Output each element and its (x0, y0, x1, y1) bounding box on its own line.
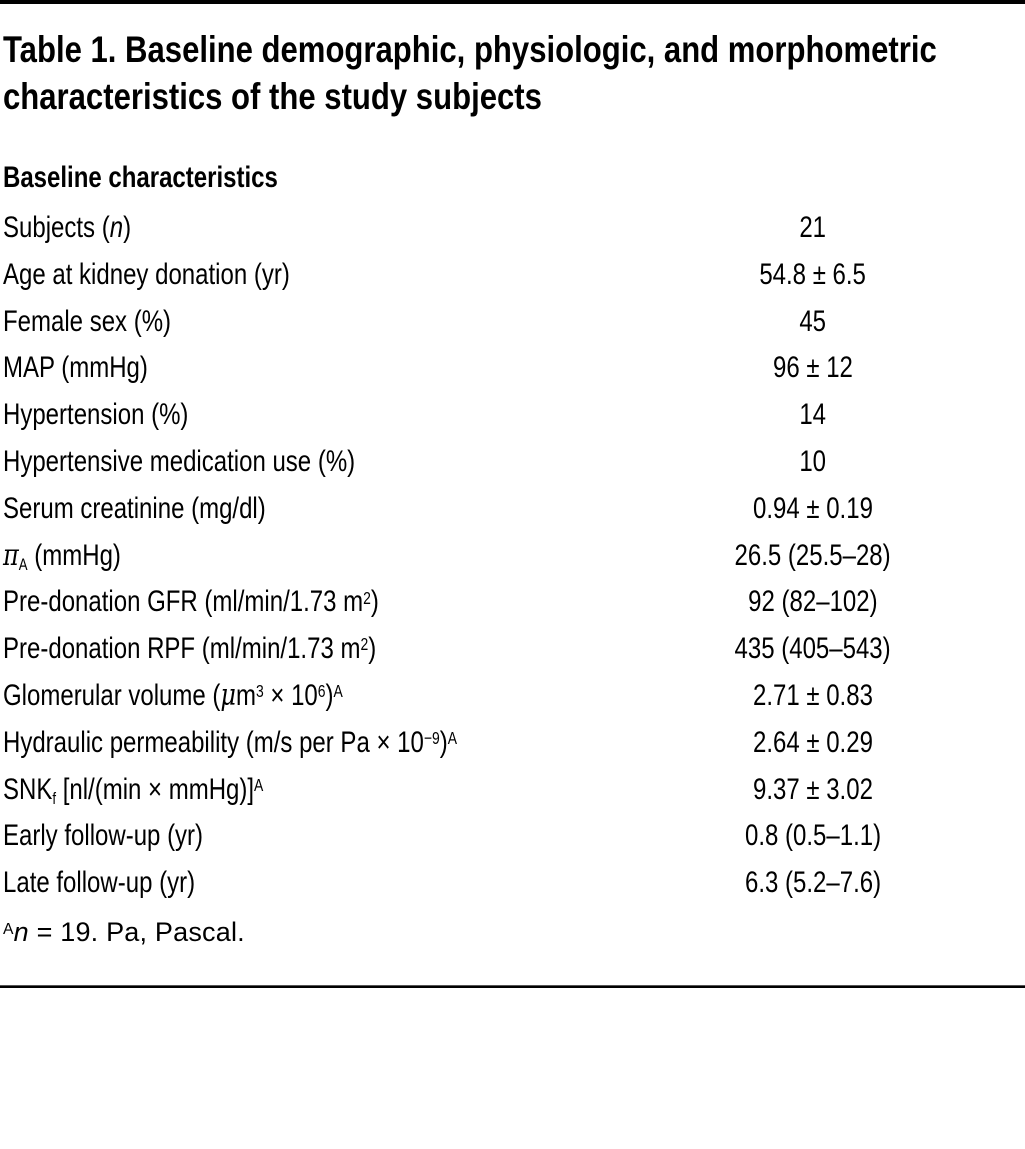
row-label: Hypertension (%) (3, 398, 189, 432)
bottom-rule (0, 985, 1025, 988)
row-value: 9.37 ± 3.02 (753, 772, 873, 806)
table-row: Glomerular volume (μm3 × 106)A 2.71 ± 0.8… (0, 673, 1025, 720)
table-footnote: An = 19. Pa, Pascal. (3, 917, 245, 947)
top-rule (0, 0, 1025, 4)
row-label: MAP (mmHg) (3, 351, 148, 385)
row-value: 0.94 ± 0.19 (753, 491, 873, 525)
row-label: Hypertensive medication use (%) (3, 444, 356, 478)
row-value: 2.71 ± 0.83 (753, 678, 873, 712)
table-row: Early follow-up (yr) 0.8 (0.5–1.1) (0, 813, 1025, 860)
section-header: Baseline characteristics (3, 158, 347, 198)
table-row: SNKf [nl/(min × mmHg)]A 9.37 ± 3.02 (0, 767, 1025, 814)
row-label: Glomerular volume (μm3 × 106)A (3, 677, 343, 713)
table-row: Pre-donation GFR (ml/min/1.73 m2) 92 (82–… (0, 579, 1025, 626)
row-value: 0.8 (0.5–1.1) (744, 819, 882, 853)
table-row: MAP (mmHg) 96 ± 12 (0, 345, 1025, 392)
table-row: Late follow-up (yr) 6.3 (5.2–7.6) (0, 860, 1025, 907)
table-row: Hypertension (%) 14 (0, 392, 1025, 439)
row-value: 26.5 (25.5–28) (734, 538, 892, 572)
row-value: 435 (405–543) (734, 632, 892, 666)
row-label: Pre-donation GFR (ml/min/1.73 m2) (3, 585, 379, 619)
table-row: Pre-donation RPF (ml/min/1.73 m2) 435 (40… (0, 626, 1025, 673)
row-label: πA (mmHg) (3, 537, 121, 574)
row-value: 2.64 ± 0.29 (753, 725, 873, 759)
row-value: 6.3 (5.2–7.6) (744, 866, 882, 900)
row-label: Age at kidney donation (yr) (3, 257, 290, 291)
row-label: Late follow-up (yr) (3, 866, 196, 900)
row-label: SNKf [nl/(min × mmHg)]A (3, 772, 264, 808)
row-value: 54.8 ± 6.5 (759, 257, 867, 291)
row-label: Female sex (%) (3, 304, 172, 338)
table-row: πA (mmHg) 26.5 (25.5–28) (0, 533, 1025, 580)
row-value: 10 (799, 444, 827, 478)
table-row: Subjects (n) 21 (0, 205, 1025, 252)
table-body: Subjects (n) 21 Age at kidney donation (yr… (0, 205, 1025, 907)
row-value: 96 ± 12 (773, 351, 853, 385)
row-value: 21 (799, 211, 827, 244)
table-row: Female sex (%) 45 (0, 299, 1025, 346)
row-label: Early follow-up (yr) (3, 819, 204, 853)
table-row: Hypertensive medication use (%) 10 (0, 439, 1025, 486)
row-label: Subjects (n) (3, 211, 132, 244)
row-value: 92 (82–102) (748, 585, 878, 619)
row-label: Hydraulic permeability (m/s per Pa × 10−… (3, 725, 457, 759)
row-value: 14 (799, 398, 827, 432)
table-row: Serum creatinine (mg/dl) 0.94 ± 0.19 (0, 486, 1025, 533)
table-row: Age at kidney donation (yr) 54.8 ± 6.5 (0, 252, 1025, 299)
row-label: Pre-donation RPF (ml/min/1.73 m2) (3, 632, 377, 666)
section-header-label: Baseline characteristics (3, 161, 278, 194)
table-title: Table 1. Baseline demographic, physiolog… (3, 29, 937, 117)
row-label: Serum creatinine (mg/dl) (3, 491, 266, 525)
row-value: 45 (799, 304, 827, 338)
table-row: Hydraulic permeability (m/s per Pa × 10−… (0, 720, 1025, 767)
